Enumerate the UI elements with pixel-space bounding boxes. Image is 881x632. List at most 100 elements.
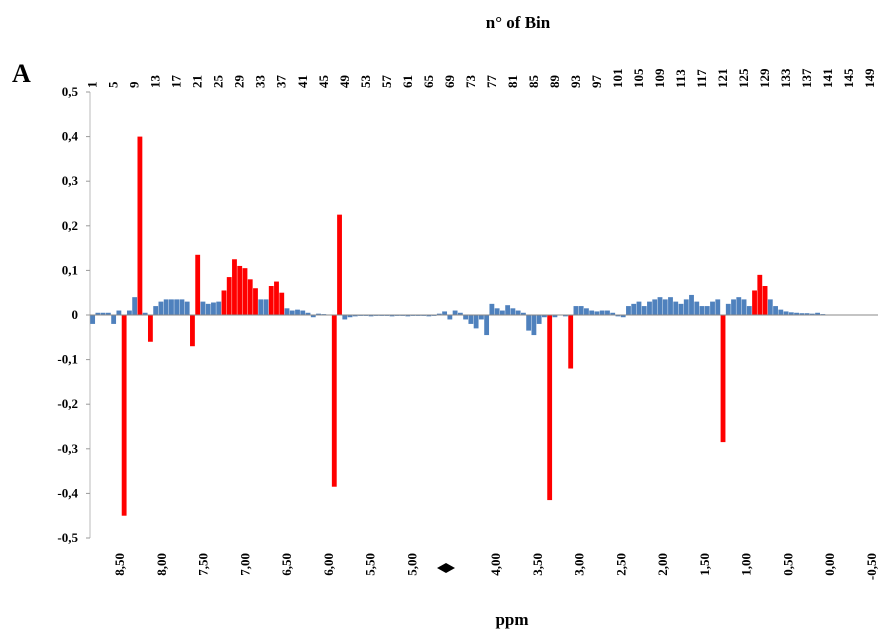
bar <box>794 312 799 315</box>
ppm-tick-label: 5,50 <box>363 553 378 576</box>
bar <box>426 315 432 317</box>
bar <box>184 301 190 315</box>
x-top-tick-label: 37 <box>274 75 289 89</box>
bar <box>116 310 122 315</box>
x-top-tick-label: 105 <box>631 68 646 88</box>
bar <box>237 265 243 315</box>
y-tick-label: 0,1 <box>62 262 78 277</box>
bar <box>100 312 106 315</box>
x-top-tick-label: 65 <box>421 75 436 89</box>
bar <box>347 315 353 318</box>
x-top-tick-label: 81 <box>505 75 520 88</box>
bar <box>573 306 579 315</box>
bar <box>704 306 710 315</box>
bar <box>442 311 448 315</box>
x-top-tick-label: 13 <box>148 75 163 89</box>
bar <box>163 299 169 315</box>
bar <box>132 297 138 315</box>
bar <box>652 299 658 315</box>
bar <box>111 315 117 324</box>
bar <box>699 306 705 315</box>
bar <box>678 303 684 315</box>
bar <box>547 315 553 501</box>
bar <box>731 299 736 315</box>
bar <box>195 254 201 315</box>
x-top-tick-label: 121 <box>715 69 730 89</box>
x-top-tick-label: 133 <box>778 68 793 88</box>
bar <box>190 315 195 347</box>
y-tick-label: -0,1 <box>57 352 78 367</box>
x-top-tick-label: 97 <box>589 75 604 89</box>
ppm-tick-label: 1,00 <box>739 553 754 576</box>
bar <box>694 301 700 315</box>
bar <box>783 311 789 315</box>
bar <box>253 288 258 315</box>
bar <box>342 315 348 320</box>
bar <box>211 302 216 315</box>
x-top-tick-label: 125 <box>736 68 751 88</box>
bar <box>169 299 174 315</box>
bar <box>773 306 778 315</box>
bar <box>468 315 474 324</box>
bar <box>436 313 442 315</box>
bar <box>284 308 290 315</box>
bar <box>305 312 311 315</box>
bar <box>137 136 143 315</box>
bar <box>647 301 652 315</box>
bar <box>804 313 810 315</box>
x-top-tick-label: 45 <box>316 75 331 89</box>
bar <box>452 310 458 315</box>
ppm-tick-label: 8,50 <box>112 553 127 576</box>
bar <box>484 315 490 336</box>
bar <box>767 299 773 315</box>
x-top-tick-label: 69 <box>442 75 457 89</box>
x-top-tick-label: 113 <box>673 69 688 88</box>
x-top-tick-label: 109 <box>652 68 667 88</box>
x-top-tick-label: 9 <box>127 81 142 88</box>
x-axis-title: ppm <box>495 610 528 629</box>
y-tick-label: -0,2 <box>57 396 78 411</box>
bar <box>626 306 631 315</box>
ppm-tick-label: 3,00 <box>572 553 587 576</box>
bar <box>757 274 763 315</box>
bar <box>147 315 153 342</box>
bar <box>505 305 511 315</box>
x-top-tick-label: 141 <box>820 69 835 89</box>
bar <box>683 299 689 315</box>
bar <box>788 312 794 315</box>
axis-break-arrow <box>437 563 455 573</box>
bar <box>809 313 815 315</box>
bar <box>636 301 642 315</box>
bar <box>331 315 337 487</box>
bar <box>200 301 206 315</box>
bar <box>610 312 616 315</box>
x-top-tick-label: 61 <box>400 75 415 88</box>
x-top-tick-label: 57 <box>379 75 394 89</box>
x-top-tick-label: 149 <box>862 68 877 88</box>
x-top-tick-label: 53 <box>358 75 373 89</box>
bar <box>389 315 395 317</box>
bar <box>226 277 232 315</box>
bar <box>662 299 668 315</box>
x-top-tick-label: 25 <box>211 75 226 89</box>
bar <box>510 308 516 315</box>
bar <box>405 315 411 317</box>
bar <box>541 315 547 318</box>
bar <box>605 310 610 315</box>
bar <box>337 214 342 315</box>
bar <box>641 306 647 315</box>
bar <box>578 306 584 315</box>
x-top-tick-label: 17 <box>169 75 184 89</box>
y-tick-label: -0,3 <box>57 441 78 456</box>
bar <box>499 310 505 315</box>
bar <box>478 315 484 320</box>
ppm-tick-label: 6,00 <box>321 553 336 576</box>
bar <box>242 268 248 315</box>
y-tick-label: 0,4 <box>62 129 79 144</box>
bar <box>247 279 253 315</box>
y-tick-label: -0,4 <box>57 485 78 500</box>
bar <box>295 309 300 315</box>
bar <box>368 315 374 317</box>
x-top-tick-label: 77 <box>484 75 499 89</box>
bar <box>274 281 279 315</box>
